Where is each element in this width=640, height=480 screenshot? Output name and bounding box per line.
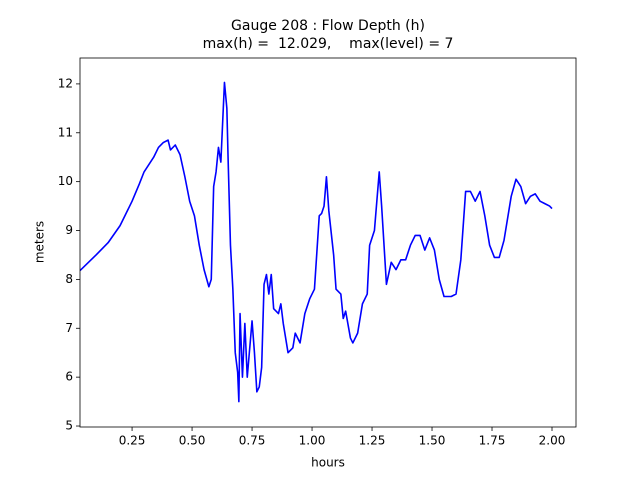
x-tick-label: 0.50 xyxy=(179,434,206,448)
y-axis-label: meters xyxy=(33,221,47,263)
x-tick-label: 1.75 xyxy=(479,434,506,448)
data-line xyxy=(80,81,553,403)
chart-title: Gauge 208 : Flow Depth (h) xyxy=(231,18,425,34)
y-tick-label: 10 xyxy=(58,174,73,188)
y-tick-label: 12 xyxy=(58,76,73,90)
x-tick-label: 0.75 xyxy=(239,434,266,448)
y-tick-label: 5 xyxy=(65,419,73,433)
x-axis-label: hours xyxy=(311,456,345,470)
y-tick-label: 11 xyxy=(58,125,73,139)
y-tick-label: 8 xyxy=(65,272,73,286)
x-tick-label: 1.50 xyxy=(419,434,446,448)
y-tick-label: 9 xyxy=(65,223,73,237)
x-tick-label: 2.00 xyxy=(539,434,566,448)
plot-frame xyxy=(79,57,577,428)
chart-subtitle: max(h) = 12.029, max(level) = 7 xyxy=(203,36,454,52)
x-tick-label: 1.25 xyxy=(359,434,386,448)
x-tick-label: 0.25 xyxy=(119,434,146,448)
y-tick-label: 6 xyxy=(65,370,73,384)
y-tick-label: 7 xyxy=(65,321,73,335)
x-tick-label: 1.00 xyxy=(299,434,326,448)
